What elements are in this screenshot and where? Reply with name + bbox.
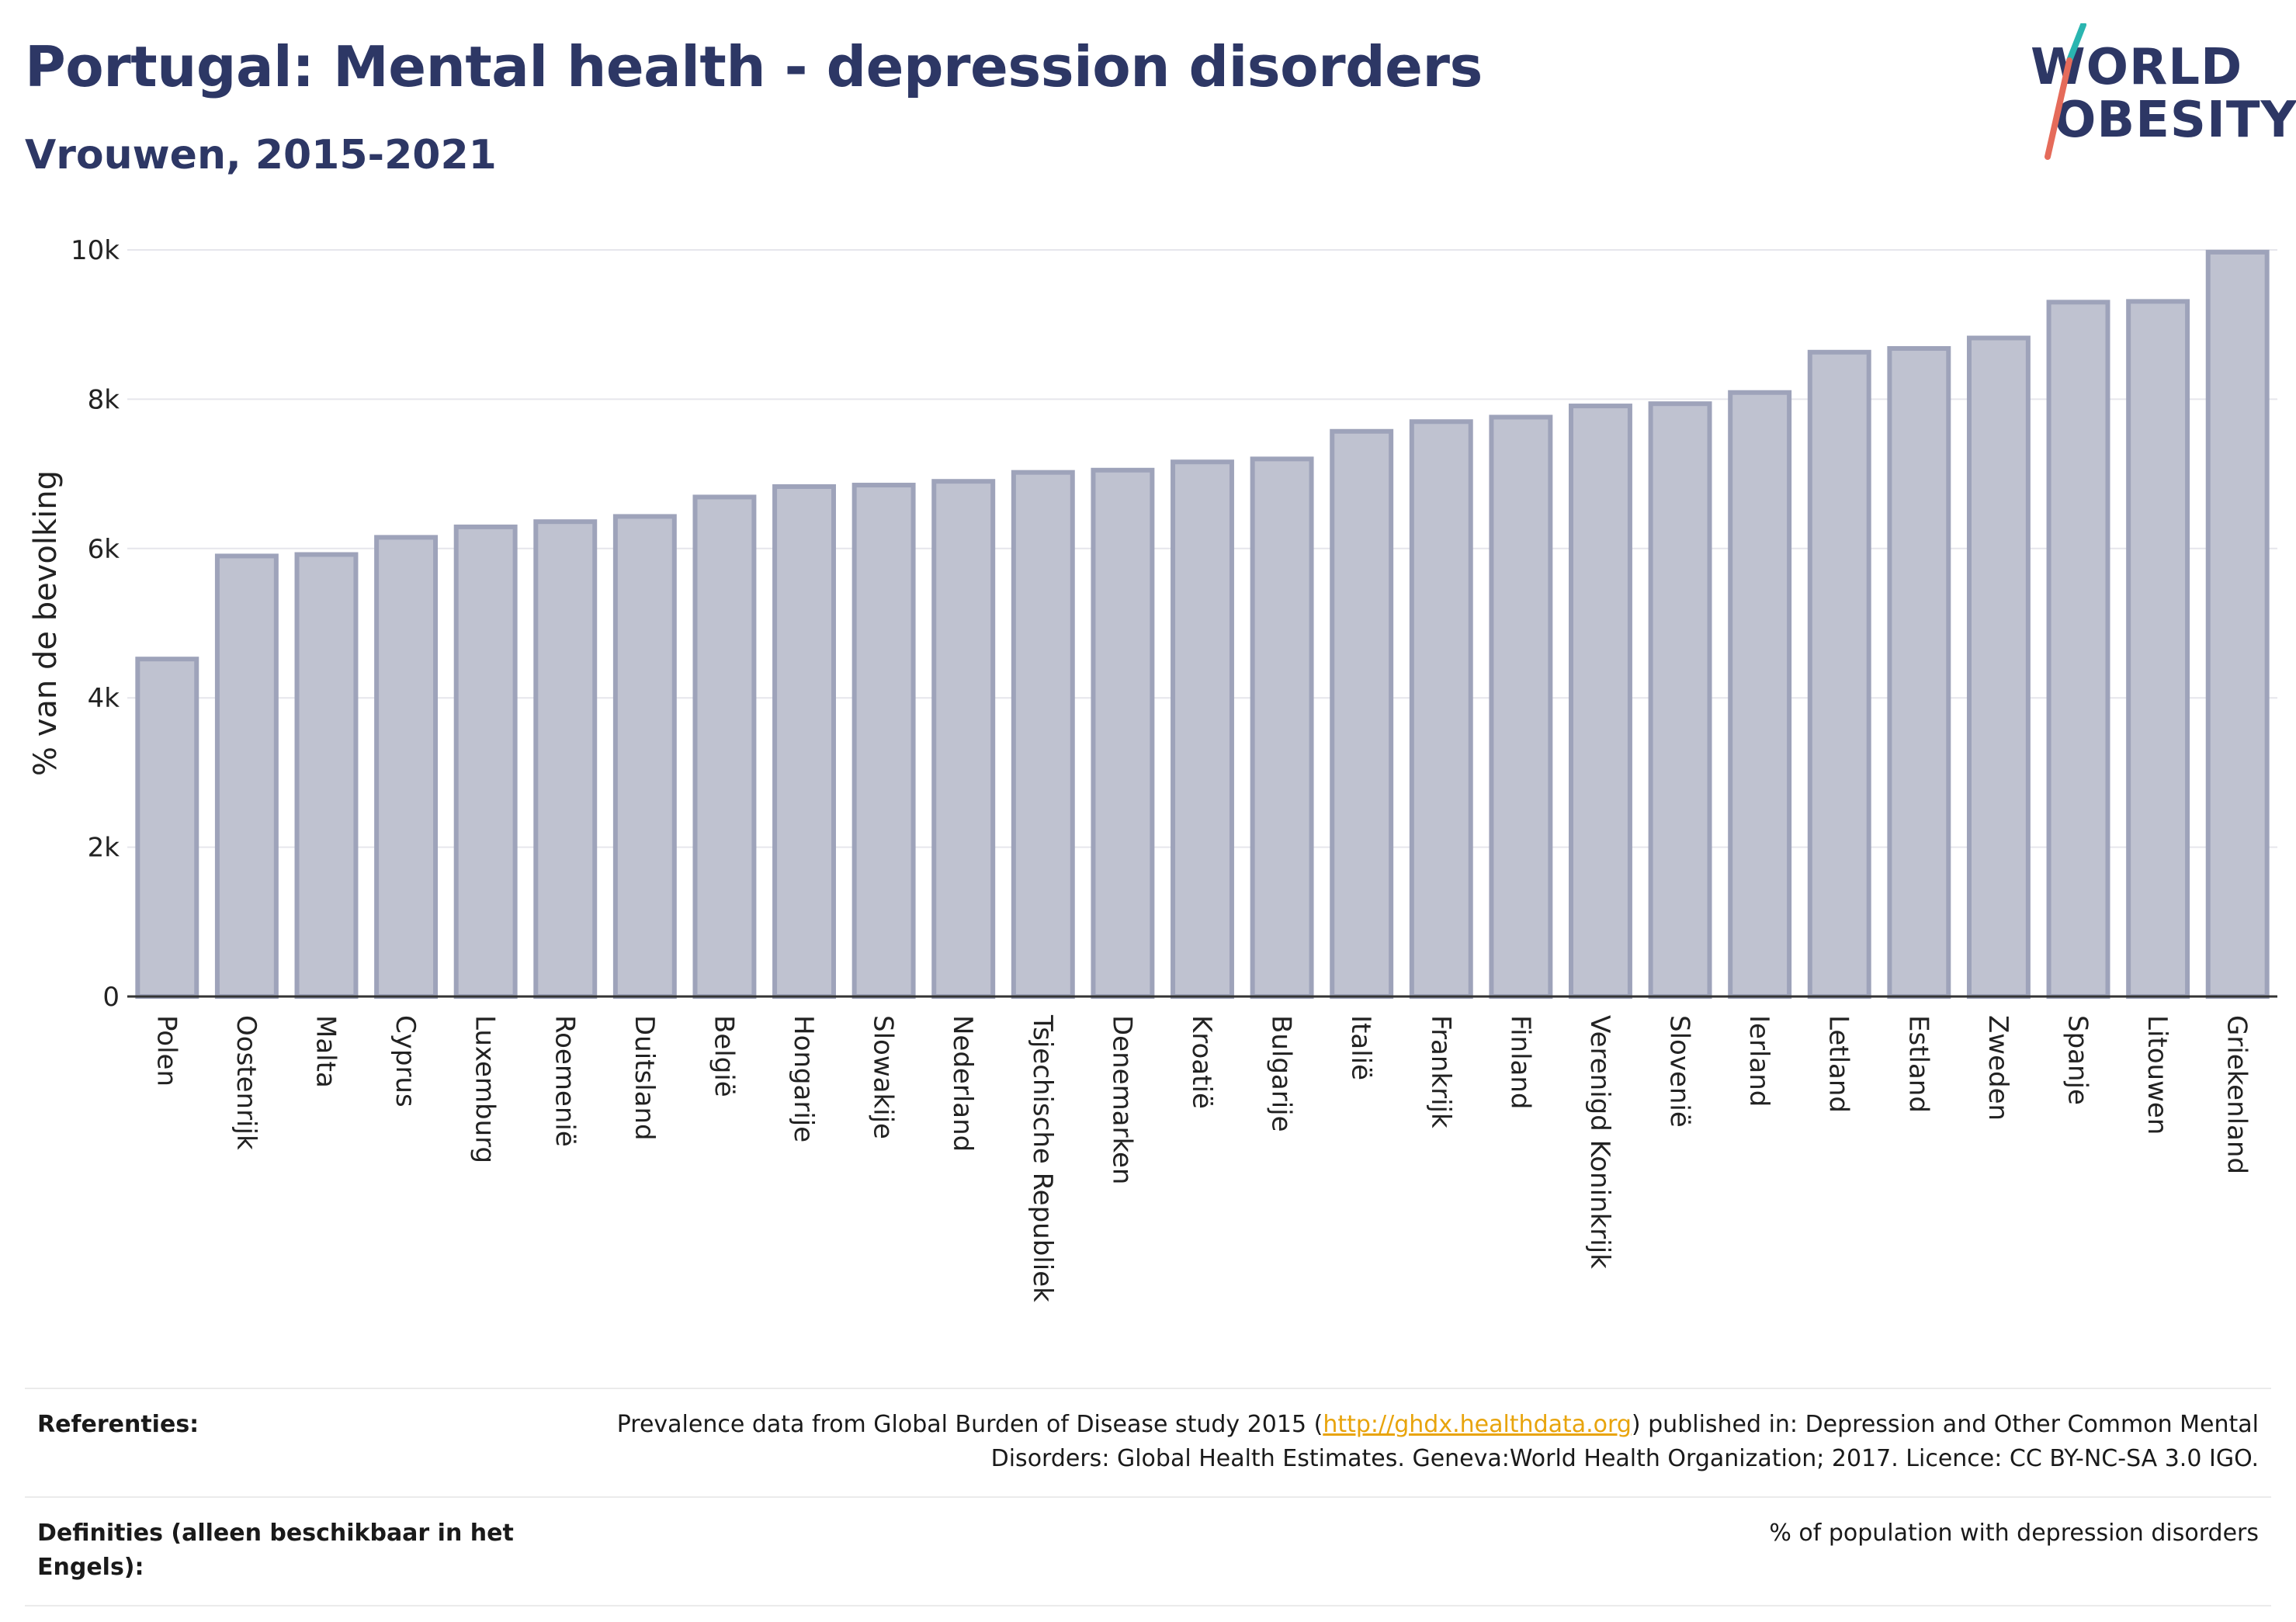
x-tick-label: Cyprus [390,1015,421,1107]
bar [1966,335,2031,1000]
x-tick-label: Nederland [947,1015,978,1152]
bar [135,657,199,1000]
bar [1011,470,1075,999]
bar [1807,349,1871,999]
bar [1489,414,1553,1000]
y-tick-label: 8k [88,384,120,415]
bar [612,514,677,999]
x-tick-label: Spanje [2062,1015,2093,1105]
x-tick-label: Duitsland [629,1015,660,1141]
x-tick-label: Bulgarije [1266,1015,1297,1132]
bar [1171,459,1234,999]
y-tick-label: 6k [88,534,120,565]
axes: 0 2k 4k 6k 8k 10k Polen Oostenrijk Malta Cyprus Lu… [71,235,2277,1302]
bar [294,552,359,1000]
y-axis-title: % van de bevolking [28,470,64,776]
bar [772,483,836,1000]
bar [1409,419,1473,999]
x-tick-label: Polen [151,1015,182,1087]
bar-chart: 0 2k 4k 6k 8k 10k Polen Oostenrijk Malta Cyprus Lu… [28,235,2277,1302]
chart-title: Portugal: Mental health - depression dis… [25,34,1483,99]
bar [374,535,439,999]
x-tick-label: Letland [1823,1015,1854,1113]
chart-subtitle: Vrouwen, 2015-2021 [25,132,497,178]
references-table: Referenties: Prevalence data from Global… [25,1388,2271,1606]
x-tick-label: Tsjechische Republiek [1027,1014,1058,1302]
x-tick-label: Oostenrijk [231,1015,262,1150]
x-tick-label: Kroatië [1186,1015,1217,1109]
bar [692,494,757,999]
x-tick-label: Malta [310,1015,341,1088]
logo-line-2: OBESITY [2054,92,2296,149]
x-tick-label: België [708,1015,739,1097]
x-tick-label: Verenigd Koninkrijk [1584,1015,1615,1269]
bar [851,483,916,999]
bar [1887,345,1951,999]
y-tick-label: 4k [88,683,120,714]
x-tick-label: Slovenië [1664,1015,1695,1128]
x-tick-label: Zweden [1982,1015,2013,1121]
bar [1330,428,1394,999]
y-tick-label: 0 [102,982,120,1013]
x-tick-label: Luxemburg [470,1015,501,1163]
x-tick-label: Roemenië [549,1015,580,1147]
bar [931,479,996,1000]
bar [2205,249,2270,1000]
bar [2046,300,2110,999]
references-text: Prevalence data from Global Burden of Di… [598,1408,2259,1476]
x-tick-label: Italië [1345,1015,1376,1080]
y-tick-label: 10k [71,235,120,266]
x-tick-label: Estland [1902,1015,1934,1113]
references-label: Referenties: [37,1411,199,1438]
x-tick-label: Finland [1504,1015,1535,1110]
bar [1648,401,1712,999]
references-text-after: ) published in: Depression and Other Com… [990,1411,2259,1472]
bar [1091,467,1155,1000]
bar [214,553,279,1000]
definitions-text: % of population with depression disorder… [1769,1520,2259,1547]
world-obesity-logo: WORLD OBESITY [2018,23,2296,163]
logo-slash-icon [2045,23,2086,160]
x-tick-label: Hongarije [788,1015,819,1142]
x-tick-label: Denemarken [1106,1015,1137,1184]
bars [135,249,2270,1000]
x-tick-label: Litouwen [2142,1015,2173,1135]
bar [533,519,598,999]
references-link[interactable]: http://ghdx.healthdata.org [1323,1411,1632,1438]
references-text-before: Prevalence data from Global Burden of Di… [616,1411,1323,1438]
bar [453,524,518,1000]
bar [1569,404,1632,1000]
x-tick-label: Frankrijk [1425,1015,1456,1128]
x-tick-label: Slowakije [868,1015,899,1139]
y-tick-label: 2k [88,833,120,864]
definitions-label: Definities (alleen beschikbaar in het En… [37,1520,514,1581]
bar [2126,299,2190,1000]
definitions-row: Definities (alleen beschikbaar in het En… [25,1498,2271,1606]
references-row: Referenties: Prevalence data from Global… [25,1389,2271,1498]
x-tick-label: Ierland [1743,1015,1774,1107]
bar [1250,456,1314,999]
x-tick-label: Griekenland [2221,1015,2253,1174]
bar [1728,390,1792,999]
